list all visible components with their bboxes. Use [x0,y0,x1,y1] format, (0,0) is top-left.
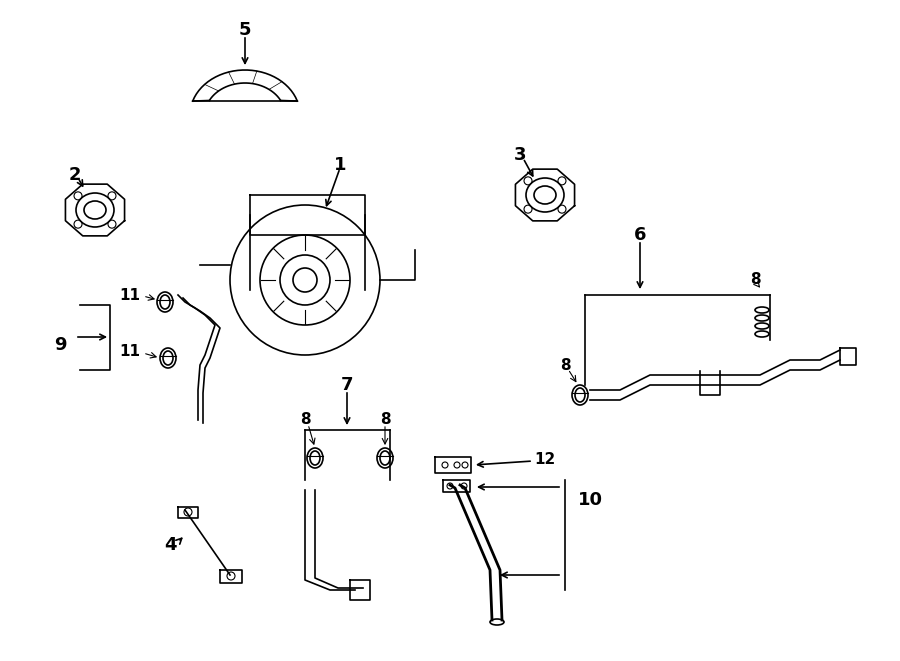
Text: 8: 8 [750,272,760,288]
Text: 11: 11 [120,344,140,360]
Text: 11: 11 [120,288,140,303]
Text: 9: 9 [54,336,67,354]
Text: 1: 1 [334,156,346,174]
Text: 8: 8 [560,358,571,373]
Text: 6: 6 [634,226,646,244]
Text: 12: 12 [535,453,555,467]
Text: 4: 4 [164,536,176,554]
Text: 8: 8 [300,412,310,428]
Text: 10: 10 [578,491,602,509]
Text: 8: 8 [380,412,391,428]
Text: 7: 7 [341,376,353,394]
Text: 2: 2 [68,166,81,184]
Text: 3: 3 [514,146,526,164]
Text: 5: 5 [238,21,251,39]
